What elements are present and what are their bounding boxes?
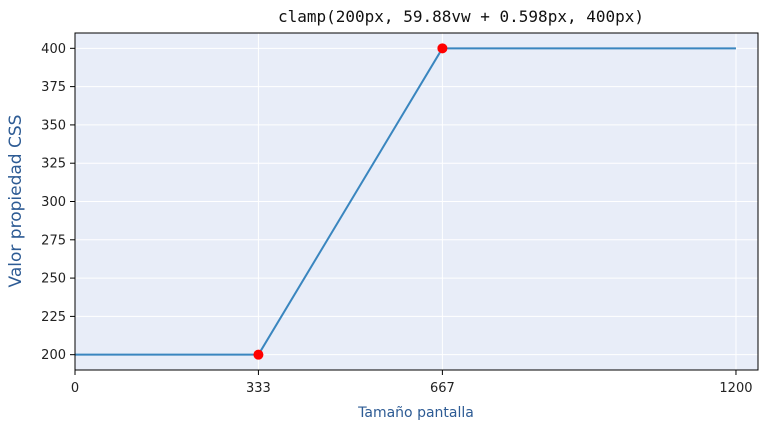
y-tick-label: 325 <box>41 157 66 172</box>
breakpoint-marker <box>253 349 264 360</box>
x-tick-label: 1200 <box>719 381 752 396</box>
y-axis-label: Valor propiedad CSS <box>6 115 26 288</box>
marker-layer <box>253 43 448 360</box>
x-axis-ticks: 0 333 667 1200 <box>71 370 753 396</box>
y-tick-label: 300 <box>41 195 66 210</box>
grid <box>74 33 758 370</box>
x-tick-label: 333 <box>246 381 271 396</box>
x-axis-label: Tamaño pantalla <box>357 405 474 421</box>
series-layer <box>75 47 736 356</box>
y-tick-label: 275 <box>41 233 66 248</box>
y-tick-label: 225 <box>41 310 66 325</box>
y-tick-label: 400 <box>41 42 66 57</box>
y-tick-label: 375 <box>41 80 66 95</box>
y-tick-label: 200 <box>41 348 66 363</box>
series-line <box>75 47 736 356</box>
y-axis-ticks: 200 225 250 275 300 325 350 375 400 <box>41 42 75 363</box>
x-tick-label: 0 <box>71 381 79 396</box>
chart-title: clamp(200px, 59.88vw + 0.598px, 400px) <box>278 7 644 26</box>
y-tick-label: 350 <box>41 118 66 133</box>
x-tick-label: 667 <box>430 381 455 396</box>
breakpoint-marker <box>437 43 448 54</box>
y-tick-label: 250 <box>41 272 66 287</box>
